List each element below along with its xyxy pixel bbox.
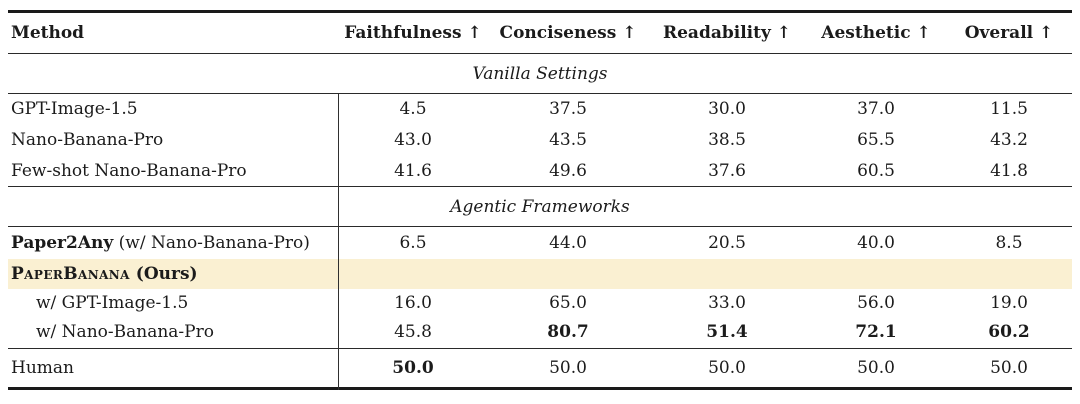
table-row: GPT-Image-1.5 4.5 37.5 30.0 37.0 11.5: [8, 94, 1072, 125]
column-header: Conciseness ↑: [488, 11, 648, 54]
value-cell: 51.4: [706, 322, 748, 343]
method-cell: w/ Nano-Banana-Pro: [8, 317, 338, 349]
value-cell: 33.0: [708, 292, 746, 313]
value-cell: 80.7: [547, 322, 589, 343]
column-header: Readability ↑: [648, 11, 806, 54]
method-cell: Nano-Banana-Pro: [8, 125, 338, 156]
method-cell: w/ GPT-Image-1.5: [8, 289, 338, 317]
value-cell: 72.1: [855, 322, 897, 343]
value-cell: 43.5: [549, 130, 587, 150]
value-cell: 20.5: [708, 232, 746, 253]
table-body: Vanilla Settings GPT-Image-1.5 4.5 37.5 30.0…: [8, 53, 1072, 389]
value-cell: 50.0: [648, 348, 806, 389]
section-label: Vanilla Settings: [8, 53, 1072, 94]
table-row: Human 50.0 50.0 50.0 50.0 50.0: [8, 348, 1072, 389]
value-cell: 50.0: [488, 348, 648, 389]
value-cell: 41.8: [990, 160, 1028, 181]
column-header: Aesthetic ↑: [806, 11, 946, 54]
value-cell: 65.0: [549, 292, 587, 313]
section-label: Agentic Frameworks: [8, 186, 1072, 227]
section-header-row: Agentic Frameworks: [8, 186, 1072, 227]
table-row: PaperBanana (Ours): [8, 258, 1072, 289]
column-header: Faithfulness ↑: [338, 11, 488, 54]
value-cell: 50.0: [338, 348, 488, 389]
method-label-part: Nano-Banana-Pro: [11, 130, 164, 150]
value-cell: 43.2: [990, 130, 1028, 150]
value-cell: [806, 259, 946, 289]
value-cell: 37.6: [708, 160, 746, 181]
value-cell: 45.8: [394, 322, 432, 343]
value-cell: 41.6: [394, 160, 432, 181]
section-header-row: Vanilla Settings: [8, 53, 1072, 94]
table-row: Nano-Banana-Pro 43.0 43.5 38.5 65.5 43.2: [8, 125, 1072, 156]
value-cell: 16.0: [394, 292, 432, 313]
value-cell: 65.5: [857, 130, 895, 150]
value-cell: 56.0: [857, 292, 895, 313]
value-cell: 30.0: [708, 99, 746, 120]
table-header: Method Faithfulness ↑ Conciseness ↑ Readabi…: [8, 11, 1072, 54]
method-label-part: Human: [11, 358, 74, 378]
value-cell: 8.5: [995, 232, 1023, 253]
value-cell: 49.6: [549, 160, 587, 181]
method-label-part: GPT-Image-1.5: [11, 99, 138, 120]
method-label-part: (Ours): [129, 263, 198, 284]
method-cell: Paper2Any (w/ Nano-Banana-Pro): [8, 227, 338, 259]
value-cell: 50.0: [806, 348, 946, 389]
results-table: Method Faithfulness ↑ Conciseness ↑ Readabi…: [8, 10, 1072, 390]
column-header: Method: [8, 11, 338, 54]
value-cell: [488, 259, 648, 289]
value-cell: 37.0: [857, 99, 895, 120]
value-cell: 38.5: [708, 130, 746, 150]
method-label-part: w/ GPT-Image-1.5: [36, 292, 189, 313]
value-cell: 37.5: [549, 99, 587, 120]
table-row: w/ GPT-Image-1.5 16.0 65.0 33.0 56.0 19.0: [8, 289, 1072, 317]
value-cell: 40.0: [857, 232, 895, 253]
value-cell: 50.0: [946, 348, 1072, 389]
value-cell: 43.0: [394, 130, 432, 150]
value-cell: 6.5: [399, 232, 427, 253]
table-row: w/ Nano-Banana-Pro 45.8 80.7 51.4 72.1 60.2: [8, 317, 1072, 349]
value-cell: 60.5: [857, 160, 895, 181]
method-label-part: w/ Nano-Banana-Pro: [36, 322, 214, 343]
value-cell: [338, 259, 488, 289]
value-cell: 44.0: [549, 232, 587, 253]
value-cell: 19.0: [990, 292, 1028, 313]
value-cell: [648, 259, 806, 289]
column-header: Overall ↑: [946, 11, 1072, 54]
method-cell: Human: [8, 348, 338, 389]
value-cell: 11.5: [990, 99, 1028, 120]
method-label-part: Paper2Any: [11, 232, 114, 253]
value-cell: 60.2: [988, 322, 1030, 343]
value-cell: 4.5: [399, 99, 427, 120]
method-label-part: Few-shot Nano-Banana-Pro: [11, 160, 247, 181]
table-row: Few-shot Nano-Banana-Pro 41.6 49.6 37.6 60.5…: [8, 156, 1072, 187]
table-row: Paper2Any (w/ Nano-Banana-Pro) 6.5 44.0 20.…: [8, 227, 1072, 259]
header-row: Method Faithfulness ↑ Conciseness ↑ Readabi…: [8, 11, 1072, 54]
method-label-part: (w/ Nano-Banana-Pro): [113, 232, 310, 253]
method-cell: GPT-Image-1.5: [8, 94, 338, 125]
method-cell: PaperBanana (Ours): [8, 259, 338, 289]
value-cell: [946, 259, 1072, 289]
method-cell: Few-shot Nano-Banana-Pro: [8, 156, 338, 187]
method-label-part: PaperBanana: [11, 263, 130, 284]
column-divider-line: [338, 94, 340, 390]
